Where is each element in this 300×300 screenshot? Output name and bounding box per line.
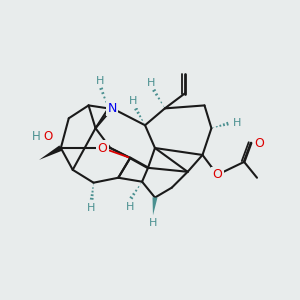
Text: O: O (254, 136, 264, 150)
Polygon shape (39, 146, 62, 160)
Text: H: H (149, 218, 157, 228)
Text: H: H (129, 97, 137, 106)
Text: H: H (126, 202, 134, 212)
Text: H: H (96, 76, 105, 85)
Text: O: O (98, 142, 107, 154)
Text: O: O (43, 130, 52, 142)
Text: N: N (108, 102, 117, 115)
Text: H: H (233, 118, 242, 128)
Text: H: H (147, 78, 155, 88)
Text: H: H (87, 203, 96, 214)
Text: O: O (212, 168, 222, 181)
Text: H: H (32, 130, 41, 142)
Polygon shape (152, 197, 158, 215)
